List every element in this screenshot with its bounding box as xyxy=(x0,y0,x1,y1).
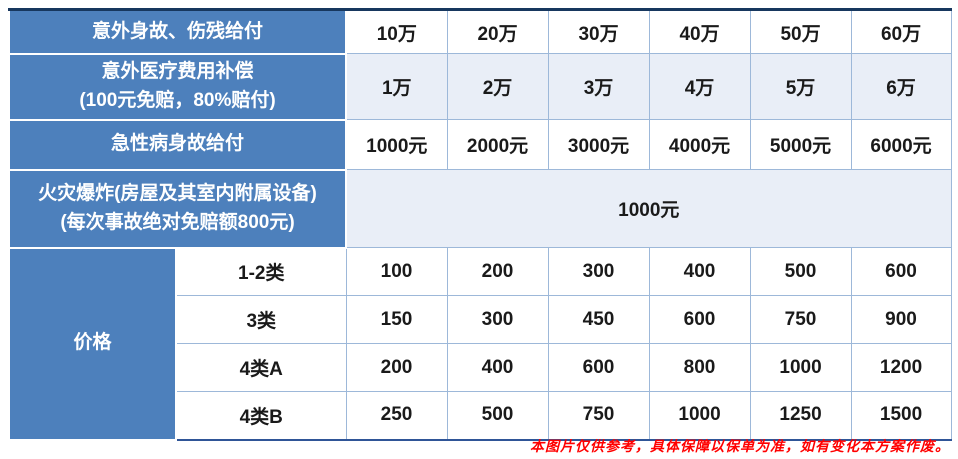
price-value-cell: 500 xyxy=(446,391,549,441)
row-header-label: 火灾爆炸(房屋及其室内附属设备) xyxy=(38,183,317,204)
row-header-accident-death: 意外身故、伤残给付 xyxy=(7,8,348,55)
price-category-cell: 4类A xyxy=(175,343,347,392)
price-value-cell: 200 xyxy=(446,247,549,296)
row-header-acute-disease: 急性病身故给付 xyxy=(7,118,348,171)
price-value-cell: 400 xyxy=(648,247,751,296)
value-cell: 40万 xyxy=(648,8,751,54)
value-cell: 60万 xyxy=(850,8,952,54)
price-value-cell: 900 xyxy=(850,295,952,344)
price-value-cell: 1500 xyxy=(850,391,952,441)
insurance-plan-table: 意外身故、伤残给付 10万 20万 30万 40万 50万 60万 意外医疗费用… xyxy=(7,8,952,441)
row-header-sublabel: (每次事故绝对免赔额800元) xyxy=(60,211,295,233)
price-value-cell: 200 xyxy=(345,343,448,392)
value-cell: 1万 xyxy=(345,53,448,120)
price-row-class-4a: 4类A 200 400 600 800 1000 1200 xyxy=(9,343,952,392)
row-header-medical: 意外医疗费用补偿 (100元免赔，80%赔付) xyxy=(7,52,348,121)
value-cell: 5000元 xyxy=(749,119,852,170)
value-cell: 50万 xyxy=(749,8,852,54)
price-value-cell: 300 xyxy=(547,247,650,296)
price-value-cell: 750 xyxy=(547,391,650,441)
price-category-cell: 4类B xyxy=(175,391,347,441)
value-cell: 6万 xyxy=(850,53,952,120)
price-value-cell: 750 xyxy=(749,295,852,344)
merged-value-cell: 1000元 xyxy=(345,169,952,248)
price-category-cell: 3类 xyxy=(175,295,347,344)
row-header-fire-explosion: 火灾爆炸(房屋及其室内附属设备) (每次事故绝对免赔额800元) xyxy=(7,168,348,249)
value-cell: 1000元 xyxy=(345,119,448,170)
benefit-row-fire-explosion: 火灾爆炸(房屋及其室内附属设备) (每次事故绝对免赔额800元) 1000元 xyxy=(7,168,952,249)
value-cell: 2万 xyxy=(446,53,549,120)
value-cell: 10万 xyxy=(345,8,448,54)
price-value-cell: 1000 xyxy=(749,343,852,392)
row-header-label: 意外身故、伤残给付 xyxy=(92,20,264,42)
row-header-label: 意外医疗费用补偿 xyxy=(101,61,254,82)
value-cell: 3万 xyxy=(547,53,650,120)
value-cell: 4000元 xyxy=(648,119,751,170)
value-cell: 4万 xyxy=(648,53,751,120)
price-section-header: 价格 xyxy=(8,246,177,441)
row-header-sublabel: (100元免赔，80%赔付) xyxy=(79,89,276,111)
price-value-cell: 600 xyxy=(648,295,751,344)
benefit-row-acute-disease: 急性病身故给付 1000元 2000元 3000元 4000元 5000元 60… xyxy=(7,118,952,171)
price-value-cell: 1200 xyxy=(850,343,952,392)
benefit-row-medical: 意外医疗费用补偿 (100元免赔，80%赔付) 1万 2万 3万 4万 5万 6… xyxy=(7,52,952,121)
benefit-row-accident-death: 意外身故、伤残给付 10万 20万 30万 40万 50万 60万 xyxy=(7,8,952,55)
value-cell: 5万 xyxy=(749,53,852,120)
value-cell: 30万 xyxy=(547,8,650,54)
price-value-cell: 600 xyxy=(850,247,952,296)
price-row-class-3: 3类 150 300 450 600 750 900 xyxy=(9,295,952,344)
price-value-cell: 800 xyxy=(648,343,751,392)
price-row-class-1-2: 价格 1-2类 100 200 300 400 500 600 xyxy=(8,246,952,441)
price-value-cell: 1250 xyxy=(749,391,852,441)
price-category-cell: 1-2类 xyxy=(175,247,347,296)
disclaimer-text: 本图片仅供参考，具体保障以保单为准，如有变化本方案作废。 xyxy=(530,439,950,455)
row-header-label: 急性病身故给付 xyxy=(111,133,245,155)
price-value-cell: 600 xyxy=(547,343,650,392)
price-value-cell: 150 xyxy=(345,295,448,344)
value-cell: 20万 xyxy=(446,8,549,54)
value-cell: 2000元 xyxy=(446,119,549,170)
price-value-cell: 500 xyxy=(749,247,852,296)
price-value-cell: 300 xyxy=(446,295,549,344)
price-row-class-4b: 4类B 250 500 750 1000 1250 1500 xyxy=(9,391,952,441)
value-cell: 6000元 xyxy=(850,119,952,170)
price-value-cell: 1000 xyxy=(648,391,751,441)
price-value-cell: 450 xyxy=(547,295,650,344)
price-value-cell: 250 xyxy=(345,391,448,441)
price-value-cell: 400 xyxy=(446,343,549,392)
price-value-cell: 100 xyxy=(345,247,448,296)
value-cell: 3000元 xyxy=(547,119,650,170)
